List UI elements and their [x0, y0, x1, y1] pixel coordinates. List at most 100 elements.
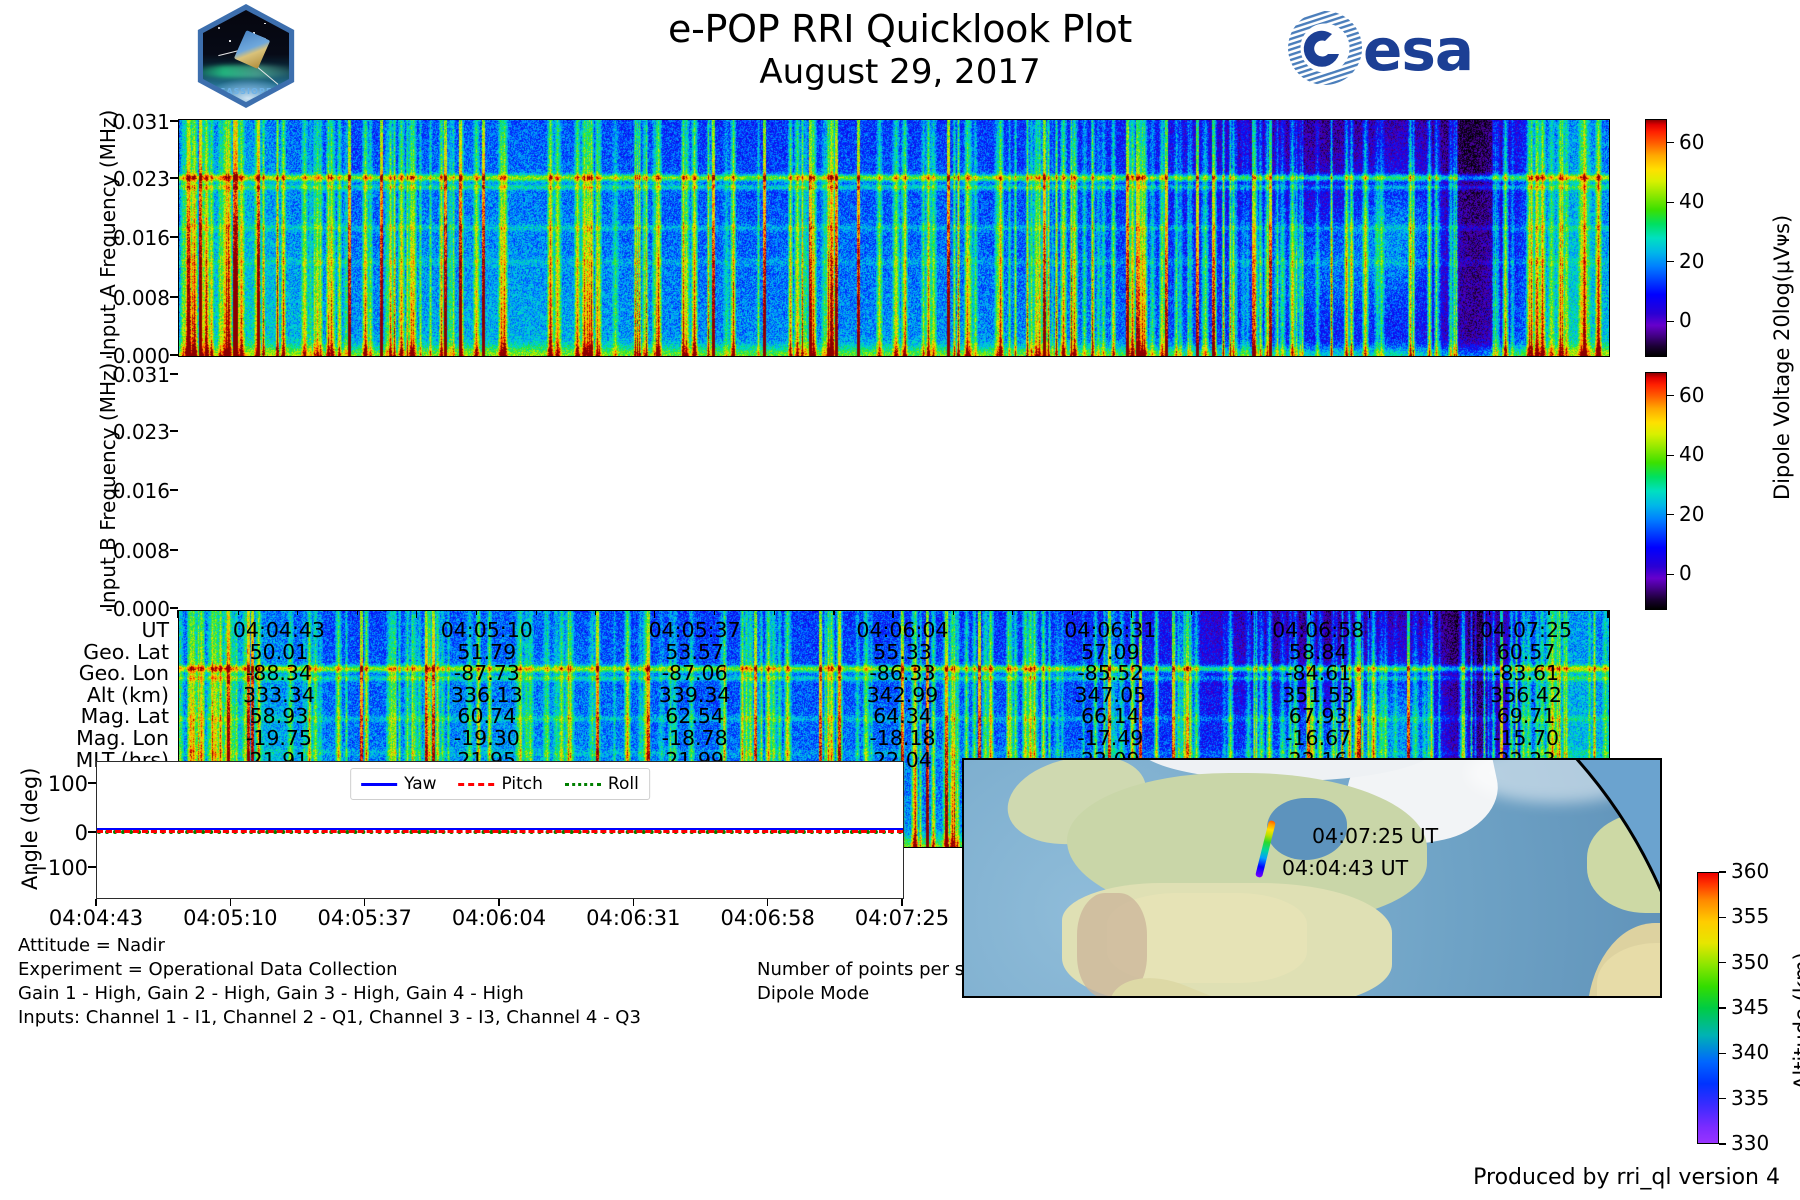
spectrogram-xtick — [1368, 610, 1371, 618]
spectrogram-xtick — [1130, 610, 1133, 618]
voltage-colorbar-a-ticklabel: 40 — [1679, 189, 1705, 214]
voltage-colorbar-a — [1645, 119, 1667, 357]
ephemeris-row-label: Alt (km) — [86, 682, 169, 707]
ephemeris-cell: 333.34 — [243, 682, 315, 707]
meta-inputs: Inputs: Channel 1 - I1, Channel 2 - Q1, … — [18, 1007, 641, 1028]
ephemeris-row-label: Mag. Lon — [76, 725, 169, 750]
map-annotation-end: 04:07:25 UT — [1312, 824, 1439, 848]
pitch-line-swatch — [458, 782, 495, 786]
map-annotation-start: 04:04:43 UT — [1282, 856, 1409, 880]
input-a-ytick-0008: 0.008 — [112, 286, 170, 310]
spectrogram-xtick-minor — [356, 610, 358, 615]
ephemeris-table-body: UT 04:04:43 04:05:10 04:05:37 04:06:04 04:06:… — [0, 618, 1630, 771]
ephemeris-cell: 356.42 — [1490, 682, 1562, 707]
input-b-ytick-0008: 0.008 — [112, 539, 170, 563]
ephemeris-row-label: Geo. Lon — [78, 661, 169, 686]
legend-item-pitch: Pitch — [458, 774, 543, 794]
attitude-xtick — [766, 899, 769, 906]
ephemeris-cell: -83.61 — [1492, 661, 1560, 686]
ephemeris-cell: -19.30 — [453, 725, 520, 750]
voltage-colorbar-a-tickmark — [1667, 261, 1674, 263]
altitude-colorbar-tickmark — [1719, 1097, 1726, 1100]
altitude-colorbar-ticklabel: 340 — [1731, 1040, 1770, 1065]
ephemeris-cell: 04:06:58 — [1272, 618, 1365, 642]
ephemeris-cell: 04:06:31 — [1064, 618, 1157, 642]
spectrogram-xtick — [892, 610, 894, 618]
altitude-colorbar-tickmark — [1719, 1007, 1726, 1009]
attitude-xtick-label: 04:04:43 — [48, 906, 144, 930]
altitude-colorbar-ticklabel: 335 — [1731, 1085, 1770, 1110]
voltage-colorbar-a-ticklabel: 0 — [1679, 308, 1692, 333]
ephemeris-cell: 50.01 — [249, 639, 309, 664]
altitude-colorbar-tickmark — [1719, 961, 1726, 964]
ephemeris-cell: 69.71 — [1496, 704, 1556, 729]
pitch-trace — [97, 830, 903, 833]
spectrogram-xtick — [653, 610, 656, 618]
ephemeris-cell: -88.34 — [245, 661, 312, 686]
attitude-xtick-label: 04:05:10 — [183, 906, 278, 930]
ephemeris-cell: 342.99 — [866, 682, 939, 707]
meta-attitude: Attitude = Nadir — [18, 935, 165, 956]
spectrogram-xtick-minor — [535, 610, 537, 615]
altitude-colorbar-ticklabel: 360 — [1731, 859, 1770, 883]
roll-line-swatch — [564, 782, 601, 786]
spectrogram-xtick-minor — [833, 610, 835, 615]
ephemeris-cell: 62.54 — [665, 704, 724, 729]
ephemeris-row: UT 04:04:43 04:05:10 04:05:37 04:06:04 04:06:… — [0, 618, 1630, 642]
voltage-colorbar-b-ticklabel: 60 — [1679, 382, 1705, 407]
spectrogram-xtick-minor — [1488, 610, 1491, 615]
ephemeris-cell: 351.53 — [1282, 682, 1354, 707]
altitude-colorbar-tickmark — [1719, 1143, 1726, 1145]
ephemeris-cell: 60.74 — [457, 704, 517, 729]
ephemeris-cell: 04:04:43 — [232, 618, 325, 642]
voltage-colorbar-b-tickmark — [1667, 454, 1674, 456]
spectrogram-xtick-minor — [773, 610, 776, 615]
ephemeris-cell: 04:06:04 — [856, 618, 949, 642]
cassiope-logo-text: CASSIOPE — [219, 86, 273, 96]
altitude-colorbar — [1697, 872, 1719, 1144]
ephemeris-row-label: UT — [141, 618, 169, 642]
altitude-colorbar-ticklabel: 350 — [1731, 949, 1770, 974]
voltage-colorbar-b-ticklabel: 0 — [1679, 561, 1692, 586]
ephemeris-cell: 04:05:37 — [648, 618, 741, 642]
spectrogram-xtick-minor — [475, 610, 478, 615]
ephemeris-cell: -19.75 — [245, 725, 312, 750]
input-b-ytick-0000: -0.000 — [105, 597, 170, 621]
page-title: e-POP RRI Quicklook Plot — [667, 7, 1132, 51]
attitude-plot: Yaw Pitch Roll — [96, 761, 904, 899]
input-b-ytick-0023: 0.023 — [112, 420, 170, 444]
ephemeris-cell: 347.05 — [1074, 682, 1147, 707]
ephemeris-cell: -87.73 — [453, 661, 520, 686]
attitude-xtick — [498, 899, 500, 906]
legend-label-yaw: Yaw — [404, 774, 437, 794]
europe — [1587, 813, 1660, 913]
credit-text: Produced by rri_ql version 4 — [1473, 1165, 1780, 1190]
voltage-colorbar-b-tickmark — [1667, 514, 1674, 516]
spectrogram-xtick-minor — [297, 610, 299, 615]
legend-item-yaw: Yaw — [361, 774, 437, 794]
ephemeris-cell: 60.57 — [1496, 639, 1556, 664]
meta-gain: Gain 1 - High, Gain 2 - High, Gain 3 - H… — [18, 983, 524, 1004]
ephemeris-cell: -17.49 — [1077, 725, 1144, 750]
spectrogram-xtick-minor — [1250, 610, 1252, 615]
spectrogram-xtick-minor — [1012, 610, 1014, 615]
meta-experiment: Experiment = Operational Data Collection — [18, 959, 398, 980]
ground-track-map: 04:07:25 UT 04:04:43 UT — [962, 758, 1662, 998]
ephemeris-cell: -15.70 — [1492, 725, 1560, 750]
yaw-trace — [97, 828, 903, 830]
spectrogram-xtick-minor — [1190, 610, 1193, 615]
voltage-colorbar-b-tickmark — [1667, 395, 1674, 397]
ephemeris-cell: -18.18 — [869, 725, 936, 750]
ephemeris-cell: 57.09 — [1080, 639, 1140, 664]
ephemeris-cell: 66.14 — [1080, 704, 1140, 729]
attitude-legend: Yaw Pitch Roll — [350, 768, 650, 800]
spectrogram-xtick-minor — [1071, 610, 1073, 615]
altitude-colorbar-tickmark — [1719, 1052, 1726, 1055]
attitude-xtick-label: 04:05:37 — [317, 906, 412, 930]
ephemeris-row: Alt (km) 333.34 336.13 339.34 342.99 347.05 35… — [0, 682, 1630, 707]
ephemeris-cell: 53.57 — [665, 639, 724, 664]
ephemeris-cell: 67.93 — [1288, 704, 1348, 729]
ephemeris-cell: 04:07:25 — [1479, 618, 1573, 642]
voltage-colorbar-a-ticklabel: 20 — [1679, 248, 1705, 273]
altitude-colorbar-tickmark — [1719, 916, 1726, 919]
